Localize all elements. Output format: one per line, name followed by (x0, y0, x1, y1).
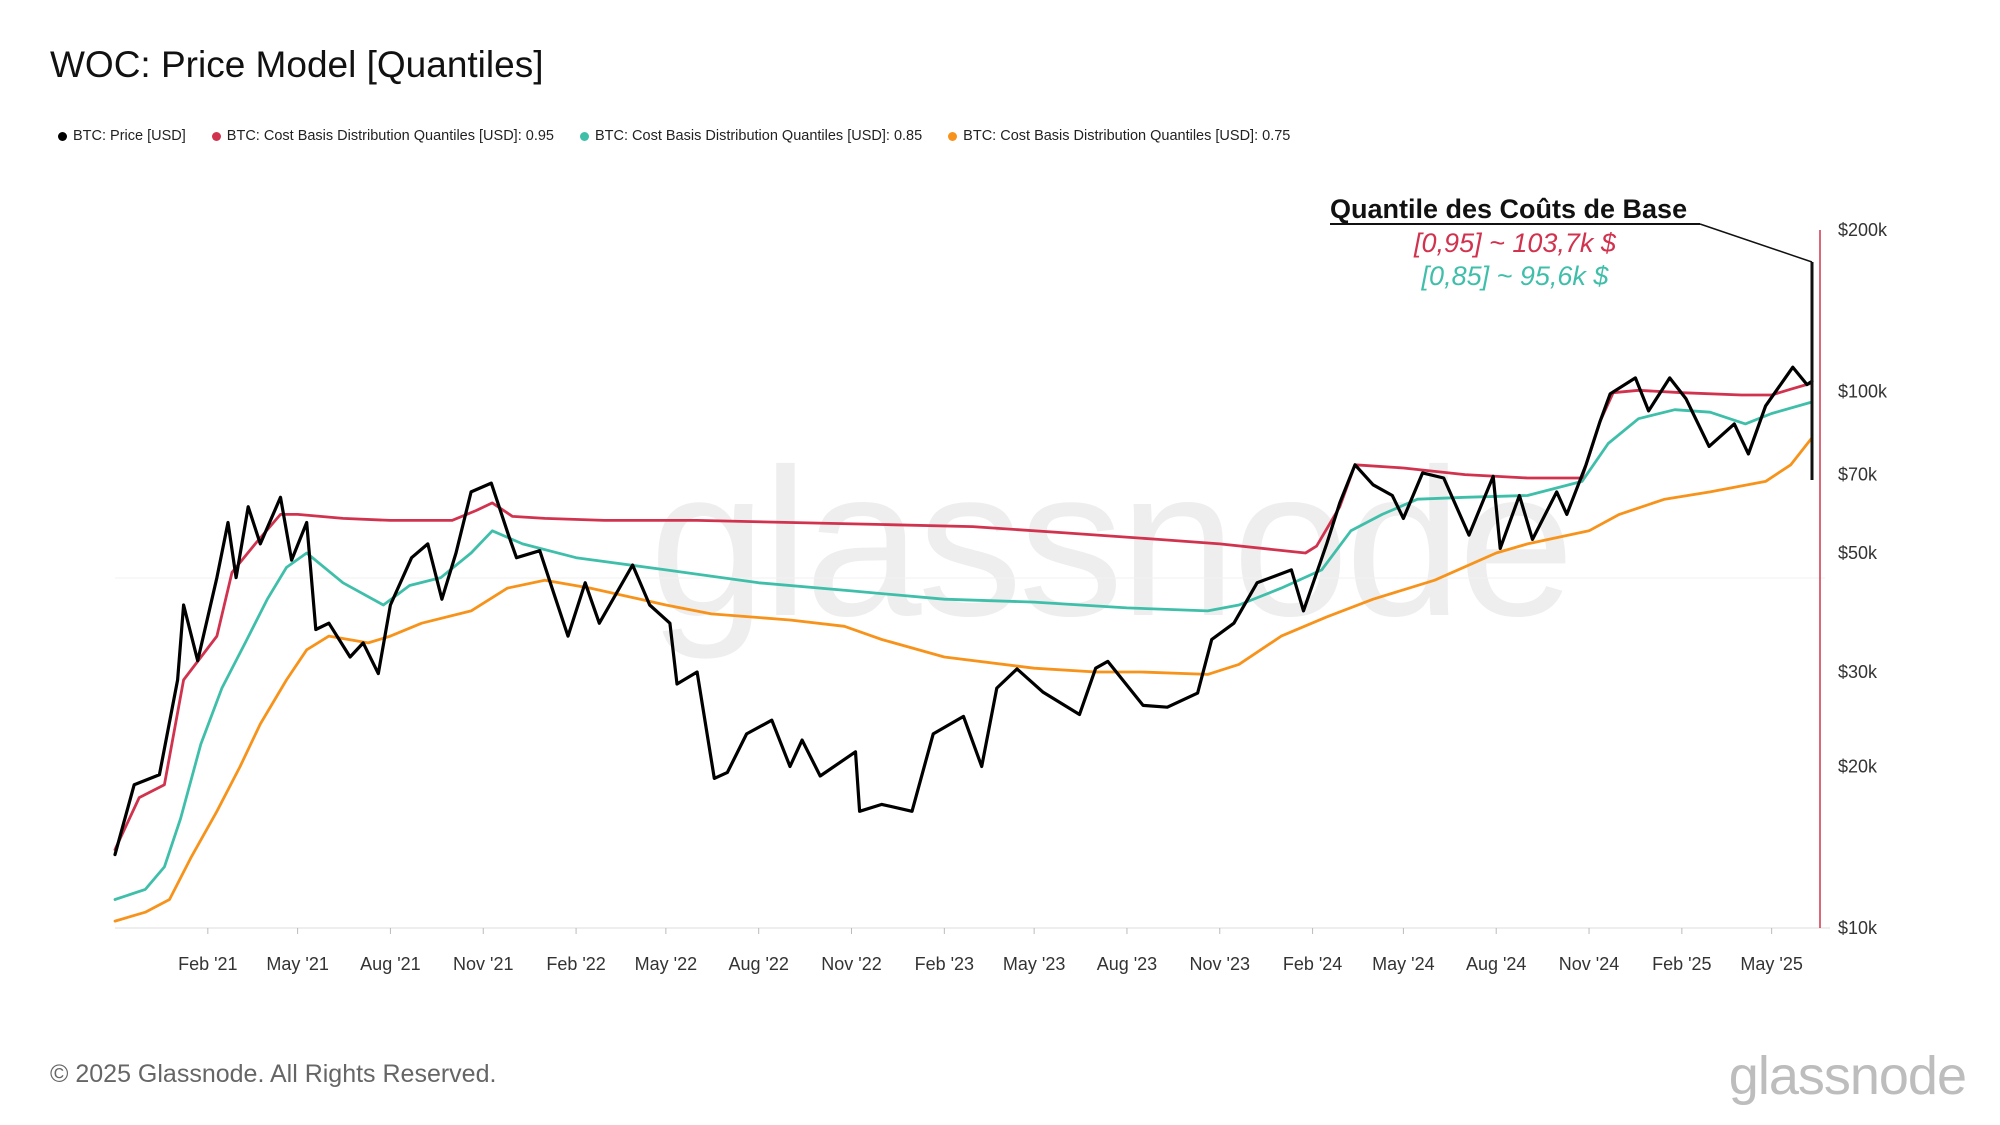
x-tick-label: Feb '22 (546, 954, 605, 974)
quantile-annotation: Quantile des Coûts de Base [0,95] ~ 103,… (1330, 194, 1814, 480)
y-tick-label: $50k (1838, 543, 1878, 563)
legend-item-price[interactable]: BTC: Price [USD] (58, 128, 186, 144)
x-tick-label: May '24 (1372, 954, 1434, 974)
x-tick-label: May '25 (1740, 954, 1802, 974)
legend-label-q85: BTC: Cost Basis Distribution Quantiles [… (594, 128, 923, 144)
x-tick-label: Aug '24 (1466, 954, 1527, 974)
series-line-2 (113, 400, 1814, 901)
x-tick-label: Aug '23 (1097, 954, 1158, 974)
y-tick-label: $10k (1838, 918, 1878, 938)
legend-dot-q85 (579, 131, 589, 141)
y-tick-label: $100k (1838, 382, 1888, 402)
chart-watermark: glassnode (649, 425, 1570, 660)
x-tick-label: Nov '23 (1190, 954, 1250, 974)
glassnode-logo: glassnode (1728, 1046, 1967, 1106)
x-tick-label: Feb '24 (1283, 954, 1342, 974)
x-tick-label: Feb '25 (1652, 954, 1711, 974)
y-axis: $10k $20k $30k $50k $70k $100k $200k (1838, 220, 1888, 938)
annotation-title: Quantile des Coûts de Base (1330, 194, 1687, 224)
y-tick-label: $30k (1838, 662, 1878, 682)
x-tick-label: Nov '21 (453, 954, 513, 974)
chart-legend: BTC: Price [USD] BTC: Cost Basis Distrib… (58, 128, 1290, 144)
annotation-q85-value: [0,85] ~ 95,6k $ (1421, 261, 1610, 291)
legend-label-price: BTC: Price [USD] (73, 128, 186, 144)
legend-label-q95: BTC: Cost Basis Distribution Quantiles [… (226, 128, 554, 144)
series-line-0 (113, 365, 1814, 857)
legend-item-q95[interactable]: BTC: Cost Basis Distribution Quantiles [… (211, 128, 554, 144)
series-layer (113, 365, 1814, 923)
legend-dot-price (58, 131, 67, 141)
x-axis: Feb '21 May '21 Aug '21 Nov '21 Feb '22 May '… (115, 927, 1830, 974)
legend-dot-q75 (948, 131, 958, 141)
annotation-q95-value: [0,95] ~ 103,7k $ (1413, 228, 1617, 258)
legend-item-q75[interactable]: BTC: Cost Basis Distribution Quantiles [… (948, 128, 1290, 144)
copyright-text: © 2025 Glassnode. All Rights Reserved. (50, 1060, 497, 1088)
x-tick-label: Nov '24 (1559, 954, 1619, 974)
legend-label-q75: BTC: Cost Basis Distribution Quantiles [… (963, 128, 1291, 144)
x-tick-label: May '21 (266, 954, 328, 974)
x-tick-label: May '22 (635, 954, 697, 974)
legend-dot-q95 (211, 131, 221, 141)
annotation-pointer (1699, 223, 1813, 263)
legend-item-q85[interactable]: BTC: Cost Basis Distribution Quantiles [… (579, 128, 923, 144)
y-tick-label: $200k (1838, 220, 1888, 240)
x-tick-label: Aug '21 (360, 954, 421, 974)
x-tick-label: Feb '23 (915, 954, 974, 974)
y-tick-label: $70k (1838, 465, 1878, 485)
chart-title: WOC: Price Model [Quantiles] (50, 44, 544, 85)
series-line-3 (113, 436, 1814, 923)
x-tick-label: May '23 (1003, 954, 1065, 974)
x-tick-label: Feb '21 (178, 954, 237, 974)
y-tick-label: $20k (1838, 756, 1878, 776)
x-tick-label: Nov '22 (821, 954, 881, 974)
x-tick-label: Aug '22 (728, 954, 789, 974)
